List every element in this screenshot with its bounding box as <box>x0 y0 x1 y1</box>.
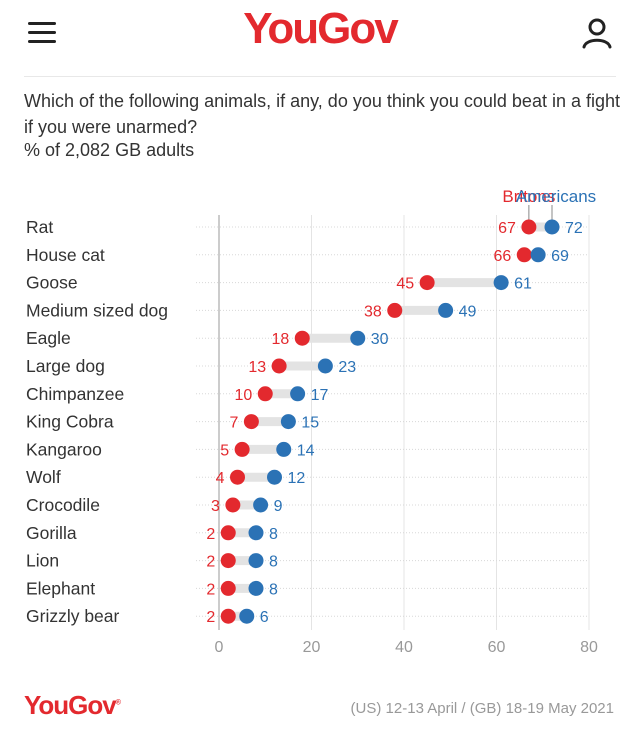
chart-subtitle: % of 2,082 GB adults <box>24 140 195 160</box>
header-divider <box>24 76 616 77</box>
footer-logo: YouGov® <box>24 690 121 721</box>
britons-value-label: 7 <box>229 415 238 432</box>
americans-dot <box>438 302 454 318</box>
americans-dot <box>248 525 264 541</box>
britons-dot <box>419 275 435 291</box>
footer-logo-text: YouGov <box>24 690 117 720</box>
americans-dot <box>350 330 366 346</box>
britons-dot <box>220 553 236 569</box>
britons-dot <box>243 414 259 430</box>
category-label: Crocodile <box>26 495 100 515</box>
britons-value-label: 4 <box>216 470 225 487</box>
britons-value-label: 45 <box>396 276 414 293</box>
x-tick-label: 60 <box>488 639 506 656</box>
americans-value-label: 8 <box>269 581 278 598</box>
x-tick-label: 80 <box>580 639 598 656</box>
americans-dot <box>280 414 296 430</box>
americans-value-label: 12 <box>288 470 306 487</box>
britons-value-label: 10 <box>234 387 252 404</box>
americans-dot <box>276 441 292 457</box>
americans-dot <box>493 275 509 291</box>
category-label: House cat <box>26 245 105 265</box>
category-label: Elephant <box>26 578 95 598</box>
britons-dot <box>230 469 245 485</box>
britons-dot <box>225 497 241 513</box>
footer-date-range: (US) 12-13 April / (GB) 18-19 May 2021 <box>350 700 614 717</box>
americans-dot <box>290 386 306 402</box>
americans-value-label: 17 <box>311 387 329 404</box>
americans-dot <box>253 497 269 513</box>
americans-dot <box>248 553 264 569</box>
americans-value-label: 61 <box>514 276 532 293</box>
category-label: Medium sized dog <box>26 300 168 320</box>
britons-dot <box>234 441 250 457</box>
category-label: Rat <box>26 217 53 237</box>
user-account-icon[interactable] <box>580 16 614 50</box>
footer-registered-mark: ® <box>115 699 121 707</box>
britons-dot <box>271 358 287 374</box>
britons-dot <box>516 247 532 263</box>
britons-dot <box>387 302 403 318</box>
category-label: King Cobra <box>26 412 114 432</box>
category-label: Wolf <box>26 467 61 487</box>
top-bar: YouGov <box>0 0 640 70</box>
chart-question: Which of the following animals, if any, … <box>24 91 621 137</box>
americans-value-label: 8 <box>269 526 278 543</box>
americans-value-label: 49 <box>459 303 477 320</box>
americans-value-label: 23 <box>338 359 356 376</box>
britons-value-label: 3 <box>211 498 220 515</box>
category-label: Eagle <box>26 328 71 348</box>
category-label: Chimpanzee <box>26 384 124 404</box>
category-label: Lion <box>26 551 59 571</box>
x-tick-label: 0 <box>215 639 224 656</box>
americans-value-label: 30 <box>371 331 389 348</box>
americans-value-label: 72 <box>565 220 583 237</box>
americans-value-label: 8 <box>269 554 278 571</box>
americans-value-label: 15 <box>301 415 319 432</box>
hamburger-menu-icon[interactable] <box>28 22 56 44</box>
americans-value-label: 9 <box>274 498 283 515</box>
category-label: Gorilla <box>26 523 77 543</box>
americans-dot <box>530 247 546 263</box>
britons-dot <box>220 525 236 541</box>
legend-britons: Britons <box>502 187 555 206</box>
americans-dot <box>239 608 255 624</box>
category-label: Grizzly bear <box>26 606 120 626</box>
britons-value-label: 2 <box>206 554 215 571</box>
britons-dot <box>294 330 310 346</box>
britons-value-label: 2 <box>206 609 215 626</box>
britons-value-label: 18 <box>271 331 289 348</box>
britons-value-label: 5 <box>220 442 229 459</box>
britons-value-label: 2 <box>206 526 215 543</box>
americans-dot <box>248 580 264 596</box>
britons-dot <box>257 386 273 402</box>
britons-value-label: 13 <box>248 359 266 376</box>
britons-value-label: 67 <box>498 220 516 237</box>
category-label: Goose <box>26 273 78 293</box>
britons-value-label: 2 <box>206 581 215 598</box>
britons-value-label: 66 <box>493 248 511 265</box>
americans-value-label: 14 <box>297 442 315 459</box>
americans-dot <box>317 358 333 374</box>
americans-dot <box>267 469 282 485</box>
x-tick-label: 20 <box>303 639 321 656</box>
americans-value-label: 69 <box>551 248 569 265</box>
britons-value-label: 38 <box>364 303 382 320</box>
americans-value-label: 6 <box>260 609 269 626</box>
category-label: Large dog <box>26 356 105 376</box>
britons-dot <box>220 580 236 596</box>
britons-dot <box>521 219 537 235</box>
americans-dot <box>544 219 560 235</box>
category-label: Kangaroo <box>26 439 102 459</box>
x-tick-label: 40 <box>395 639 413 656</box>
brand-logo[interactable]: YouGov <box>243 4 398 53</box>
legend-americans: Americans <box>516 187 596 206</box>
britons-dot <box>220 608 236 624</box>
